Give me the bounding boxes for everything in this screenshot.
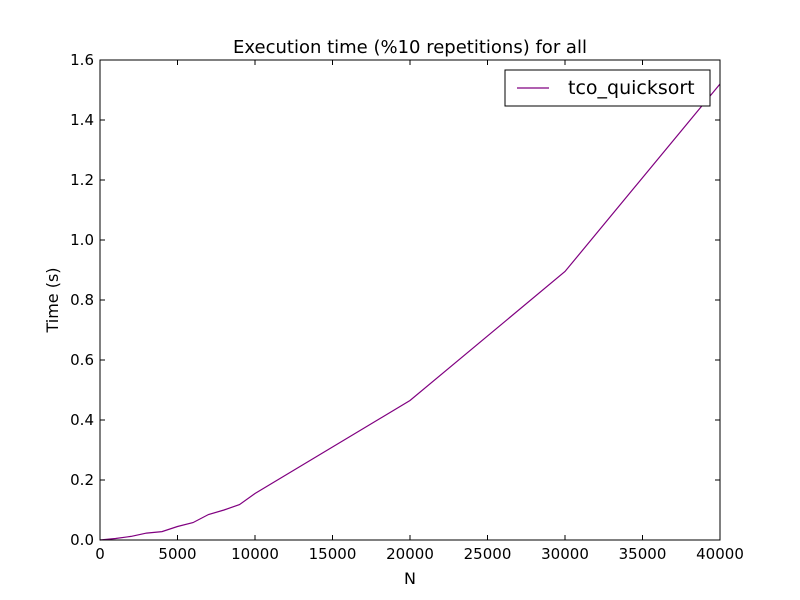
legend-box <box>504 69 711 107</box>
plot-area <box>100 60 720 540</box>
series-layer <box>99 83 721 541</box>
x-tick-label: 30000 <box>541 545 589 563</box>
x-axis: 0 5000 10000 15000 20000 25000 30000 35000 40000 <box>95 60 744 563</box>
x-tick-label: 25000 <box>464 545 512 563</box>
y-tick-label: 1.2 <box>70 171 94 189</box>
x-tick-label: 20000 <box>386 545 434 563</box>
x-axis-label: N <box>404 569 416 588</box>
x-tick-label: 10000 <box>231 545 279 563</box>
x-tick-label: 35000 <box>619 545 667 563</box>
x-tick-label: 0 <box>95 545 105 563</box>
y-tick-label: 0.4 <box>70 411 94 429</box>
y-tick-label: 1.4 <box>70 111 94 129</box>
y-tick-label: 1.6 <box>70 51 94 69</box>
legend: tco_quicksort <box>504 69 711 107</box>
chart-title: Execution time (%10 repetitions) for all <box>233 37 587 58</box>
x-tick-label: 15000 <box>309 545 357 563</box>
y-tick-label: 0.0 <box>70 531 94 549</box>
x-tick-label: 5000 <box>158 545 196 563</box>
series-line-tco_quicksort <box>99 83 721 541</box>
legend-label: tco_quicksort <box>568 77 695 99</box>
y-tick-label: 0.8 <box>70 291 94 309</box>
y-axis-label: Time (s) <box>43 267 62 333</box>
y-tick-label: 1.0 <box>70 231 94 249</box>
y-tick-label: 0.2 <box>70 471 94 489</box>
y-tick-label: 0.6 <box>70 351 94 369</box>
y-axis: 0.0 0.2 0.4 0.6 0.8 1.0 1.2 1.4 1.6 <box>70 51 720 549</box>
x-tick-label: 40000 <box>696 545 744 563</box>
